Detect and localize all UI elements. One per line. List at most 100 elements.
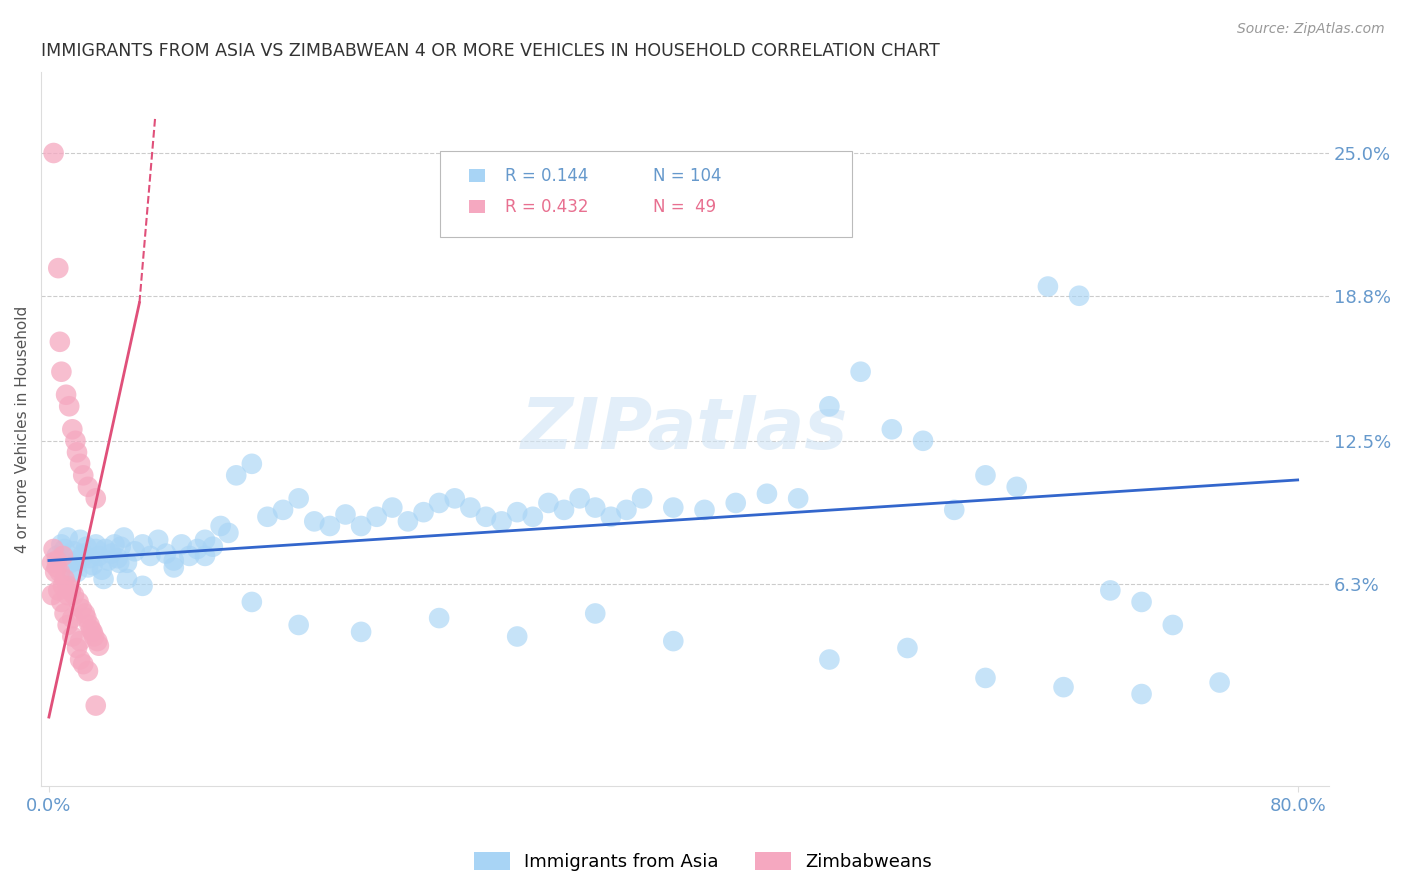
Point — [42, 146, 65, 161]
Point — [201, 540, 224, 554]
Point — [1036, 279, 1059, 293]
FancyBboxPatch shape — [468, 200, 485, 213]
Point — [93, 572, 115, 586]
Point — [443, 491, 465, 506]
Point — [87, 549, 110, 563]
Point — [319, 519, 342, 533]
Point — [77, 560, 100, 574]
Point — [107, 551, 129, 566]
Point — [112, 531, 135, 545]
Point — [70, 602, 93, 616]
Text: R = 0.144: R = 0.144 — [505, 167, 588, 185]
Text: N = 104: N = 104 — [652, 167, 721, 185]
Text: ZIPatlas: ZIPatlas — [522, 395, 849, 464]
Point — [427, 611, 450, 625]
Point — [194, 533, 217, 547]
Point — [240, 595, 263, 609]
Point — [1161, 618, 1184, 632]
Point — [186, 541, 208, 556]
Point — [491, 515, 513, 529]
Point — [271, 503, 294, 517]
Point — [139, 549, 162, 563]
Point — [86, 634, 108, 648]
Point — [103, 537, 125, 551]
Point — [974, 671, 997, 685]
Point — [616, 503, 638, 517]
Point — [60, 611, 83, 625]
Point — [69, 634, 91, 648]
Point — [42, 541, 65, 556]
Point — [49, 565, 72, 579]
Point — [583, 500, 606, 515]
Point — [662, 500, 685, 515]
Point — [100, 547, 122, 561]
Point — [583, 607, 606, 621]
Point — [818, 399, 841, 413]
Point — [506, 630, 529, 644]
Point — [287, 618, 309, 632]
Point — [75, 611, 97, 625]
Point — [163, 553, 186, 567]
Point — [568, 491, 591, 506]
Point — [155, 547, 177, 561]
Text: IMMIGRANTS FROM ASIA VS ZIMBABWEAN 4 OR MORE VEHICLES IN HOUSEHOLD CORRELATION C: IMMIGRANTS FROM ASIA VS ZIMBABWEAN 4 OR … — [41, 42, 939, 60]
Point — [41, 556, 63, 570]
Point — [83, 630, 105, 644]
Point — [45, 560, 67, 574]
Point — [84, 541, 107, 556]
Point — [49, 334, 72, 349]
Text: N =  49: N = 49 — [652, 198, 716, 216]
Point — [56, 531, 79, 545]
Point — [45, 553, 67, 567]
Point — [194, 549, 217, 563]
Point — [79, 618, 101, 632]
Point — [170, 537, 193, 551]
Point — [1130, 595, 1153, 609]
FancyBboxPatch shape — [440, 151, 852, 236]
Point — [943, 503, 966, 517]
Point — [72, 657, 94, 672]
Point — [350, 624, 373, 639]
Point — [77, 480, 100, 494]
Point — [304, 515, 326, 529]
Point — [912, 434, 935, 448]
Point — [1208, 675, 1230, 690]
Point — [82, 558, 104, 573]
Point — [97, 553, 120, 567]
Point — [51, 537, 73, 551]
Point — [335, 508, 357, 522]
Point — [69, 533, 91, 547]
Point — [80, 623, 103, 637]
Point — [115, 556, 138, 570]
Point — [1005, 480, 1028, 494]
Point — [72, 549, 94, 563]
Point — [217, 525, 239, 540]
Point — [87, 639, 110, 653]
Point — [849, 365, 872, 379]
Point — [69, 457, 91, 471]
Point — [131, 537, 153, 551]
Point — [69, 652, 91, 666]
Point — [1130, 687, 1153, 701]
Point — [350, 519, 373, 533]
Point — [60, 422, 83, 436]
Point — [662, 634, 685, 648]
Point — [84, 698, 107, 713]
Point — [1052, 680, 1074, 694]
Point — [58, 399, 80, 413]
Point — [41, 588, 63, 602]
Point — [53, 541, 76, 556]
Point — [366, 509, 388, 524]
Point — [148, 533, 170, 547]
Point — [412, 505, 434, 519]
Point — [460, 500, 482, 515]
Point — [974, 468, 997, 483]
Point — [163, 560, 186, 574]
Point — [427, 496, 450, 510]
Point — [1099, 583, 1122, 598]
Point — [110, 540, 132, 554]
Point — [693, 503, 716, 517]
Point — [56, 618, 79, 632]
Point — [82, 624, 104, 639]
Point — [755, 487, 778, 501]
